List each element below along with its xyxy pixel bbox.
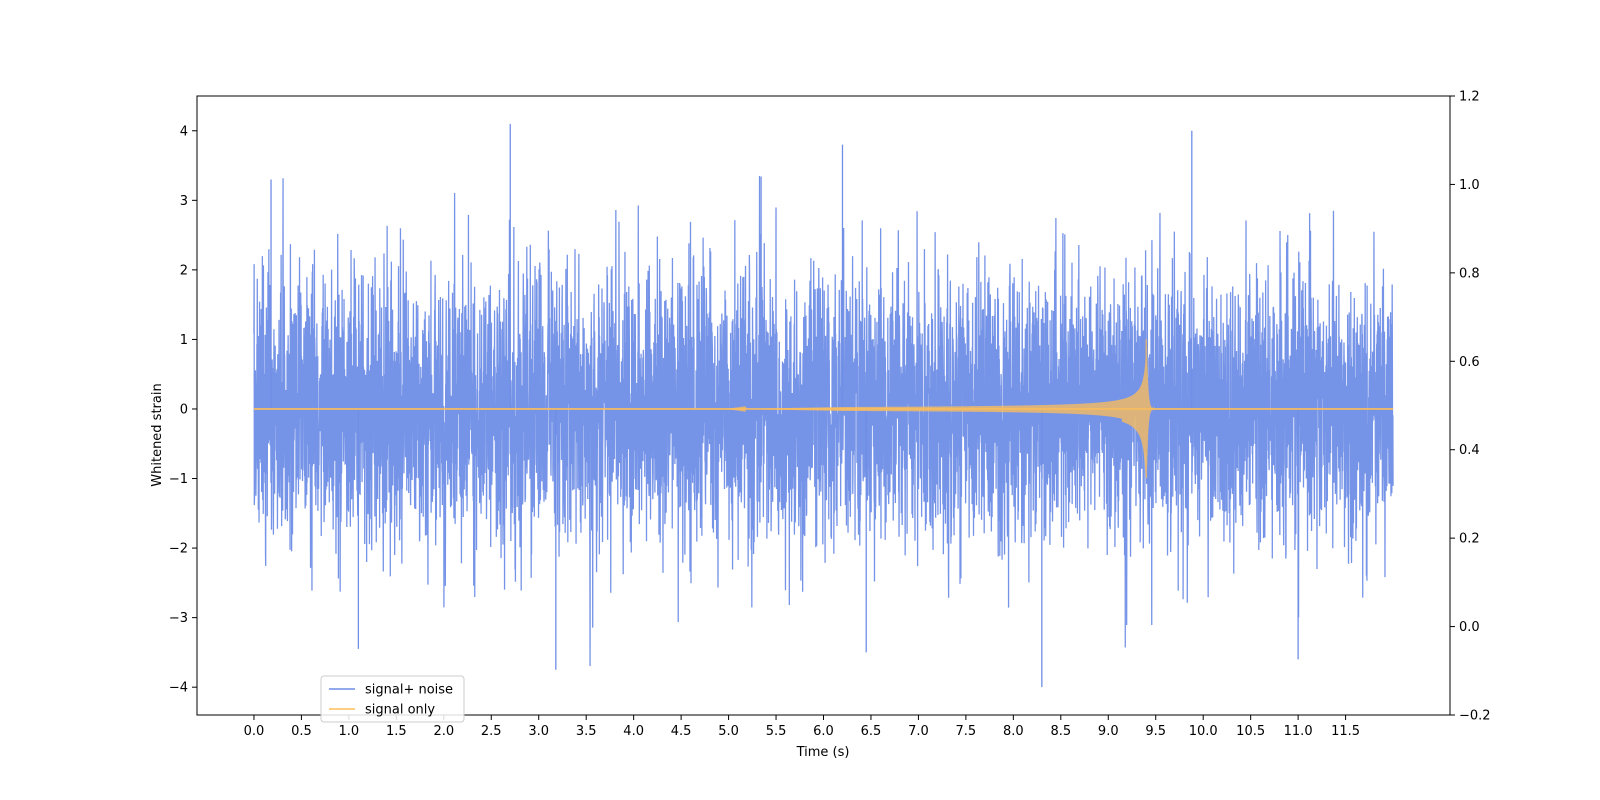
- x-tick-label: 10.0: [1189, 724, 1218, 739]
- x-axis: 0.0 0.5 1.0 1.5 2.0 2.5 3.0 3.5 4.0 4.5 5.0 5.5 6.0 6…: [244, 715, 1360, 739]
- y2-tick-label: 0.0: [1459, 620, 1480, 635]
- x-tick-label: 11.5: [1331, 724, 1360, 739]
- legend-box: [320, 675, 465, 723]
- y2-tick-label: 0.8: [1459, 266, 1480, 281]
- y-tick-label: 0: [180, 402, 188, 417]
- x-tick-label: 7.0: [908, 724, 929, 739]
- y-tick-label: −3: [169, 611, 188, 626]
- x-tick-label: 8.5: [1050, 724, 1071, 739]
- x-tick-label: 11.0: [1284, 724, 1313, 739]
- x-tick-label: 7.5: [956, 724, 977, 739]
- x-tick-label: 5.0: [718, 724, 739, 739]
- series-signal-noise: [253, 176, 1394, 666]
- y-tick-label: 4: [180, 124, 188, 139]
- x-tick-label: 9.0: [1098, 724, 1119, 739]
- y2-tick-label: 1.2: [1459, 90, 1480, 105]
- y2-tick-label: 0.4: [1459, 443, 1480, 458]
- x-tick-label: 6.5: [861, 724, 882, 739]
- y-tick-label: −2: [169, 542, 188, 557]
- x-tick-label: 9.5: [1145, 724, 1166, 739]
- x-tick-label: 5.5: [766, 724, 787, 739]
- x-tick-label: 0.0: [244, 724, 265, 739]
- x-tick-label: 1.0: [339, 724, 360, 739]
- y-tick-label: 2: [180, 263, 188, 278]
- legend-label: signal only: [365, 703, 435, 718]
- x-axis-title: Time (s): [796, 745, 850, 760]
- x-tick-label: 2.0: [433, 724, 454, 739]
- x-tick-label: 1.5: [386, 724, 407, 739]
- y-tick-label: 3: [180, 194, 188, 209]
- y-axis-title: Whitened strain: [150, 383, 165, 486]
- x-tick-label: 2.5: [481, 724, 502, 739]
- x-tick-label: 4.0: [623, 724, 644, 739]
- y-tick-label: 1: [180, 333, 188, 348]
- series-layer: [253, 123, 1394, 688]
- y-tick-label: −4: [169, 681, 188, 696]
- x-tick-label: 3.0: [528, 724, 549, 739]
- legend: signal+ noise signal only: [320, 675, 465, 723]
- y-axis-left: −4 −3 −2 −1 0 1 2 3 4: [169, 124, 197, 696]
- y2-tick-label: −0.2: [1459, 709, 1491, 724]
- y-tick-label: −1: [169, 472, 188, 487]
- y2-tick-label: 1.0: [1459, 178, 1480, 193]
- x-tick-label: 10.5: [1236, 724, 1265, 739]
- y2-tick-label: 0.6: [1459, 355, 1480, 370]
- x-tick-label: 4.5: [671, 724, 692, 739]
- x-tick-label: 3.5: [576, 724, 597, 739]
- y-axis-right: −0.2 0.0 0.2 0.4 0.6 0.8 1.0 1.2: [1450, 90, 1491, 724]
- x-tick-label: 0.5: [291, 724, 312, 739]
- x-tick-label: 8.0: [1003, 724, 1024, 739]
- y2-tick-label: 0.2: [1459, 532, 1480, 547]
- legend-label: signal+ noise: [365, 683, 453, 698]
- x-tick-label: 6.0: [813, 724, 834, 739]
